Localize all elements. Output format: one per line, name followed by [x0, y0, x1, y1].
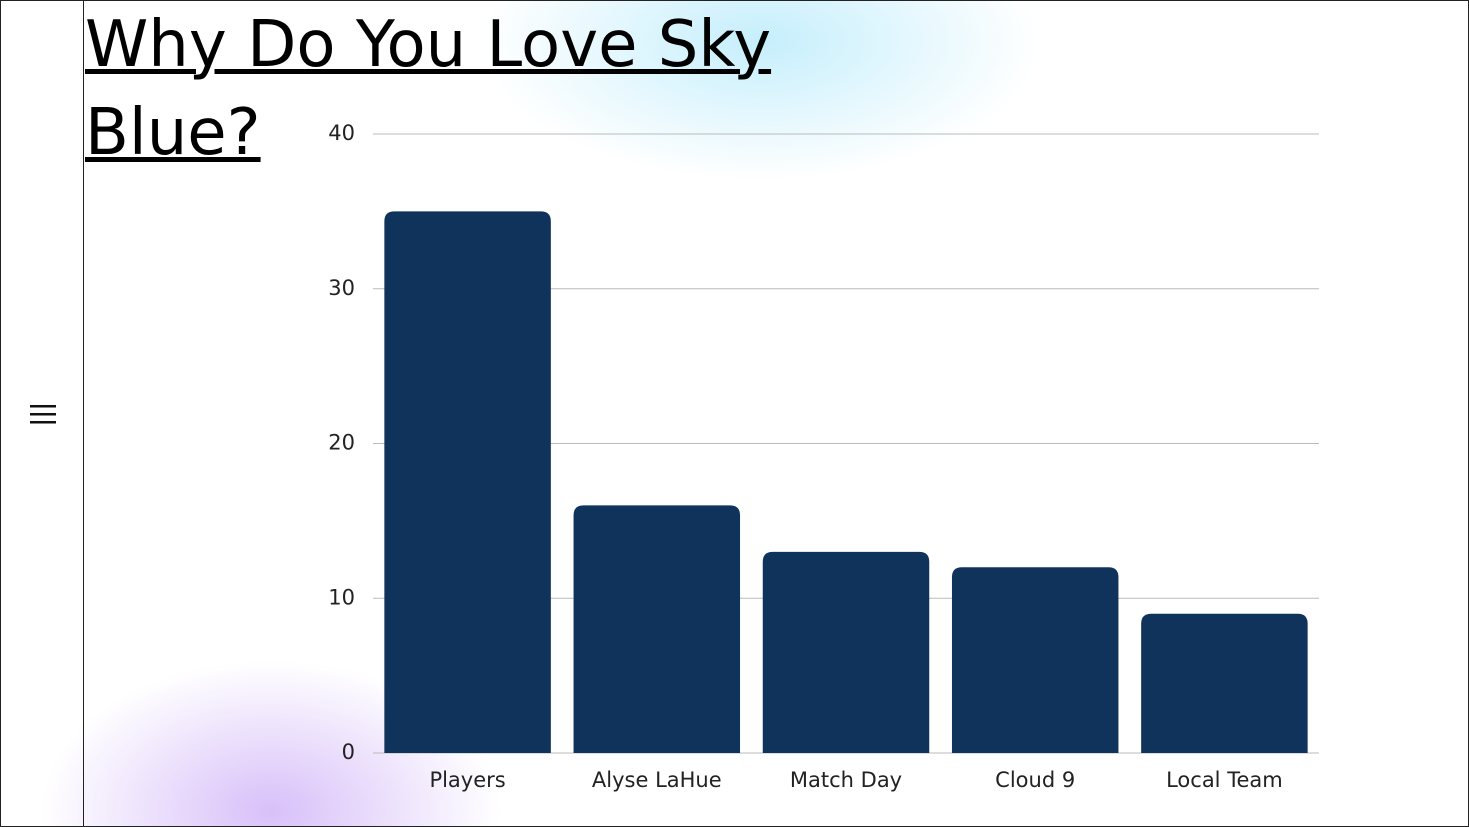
bar: [762, 551, 930, 753]
x-tick-label: Cloud 9: [995, 768, 1075, 792]
bar: [1141, 613, 1308, 753]
x-tick-label: Players: [429, 768, 505, 792]
chart-title: Why Do You Love Sky Blue?: [85, 8, 772, 170]
bar: [573, 505, 741, 753]
y-tick-label: 0: [342, 740, 355, 764]
y-tick-label: 30: [328, 276, 355, 300]
y-tick-label: 10: [328, 585, 355, 609]
y-tick-label: 40: [328, 121, 355, 145]
menu-button[interactable]: [29, 403, 59, 427]
sidebar: [1, 1, 84, 826]
x-tick-label: Alyse LaHue: [592, 768, 722, 792]
x-tick-label: Match Day: [790, 768, 902, 792]
x-tick-label: Local Team: [1166, 768, 1283, 792]
y-tick-label: 20: [328, 431, 355, 455]
bar: [384, 211, 551, 753]
bar: [951, 567, 1119, 753]
